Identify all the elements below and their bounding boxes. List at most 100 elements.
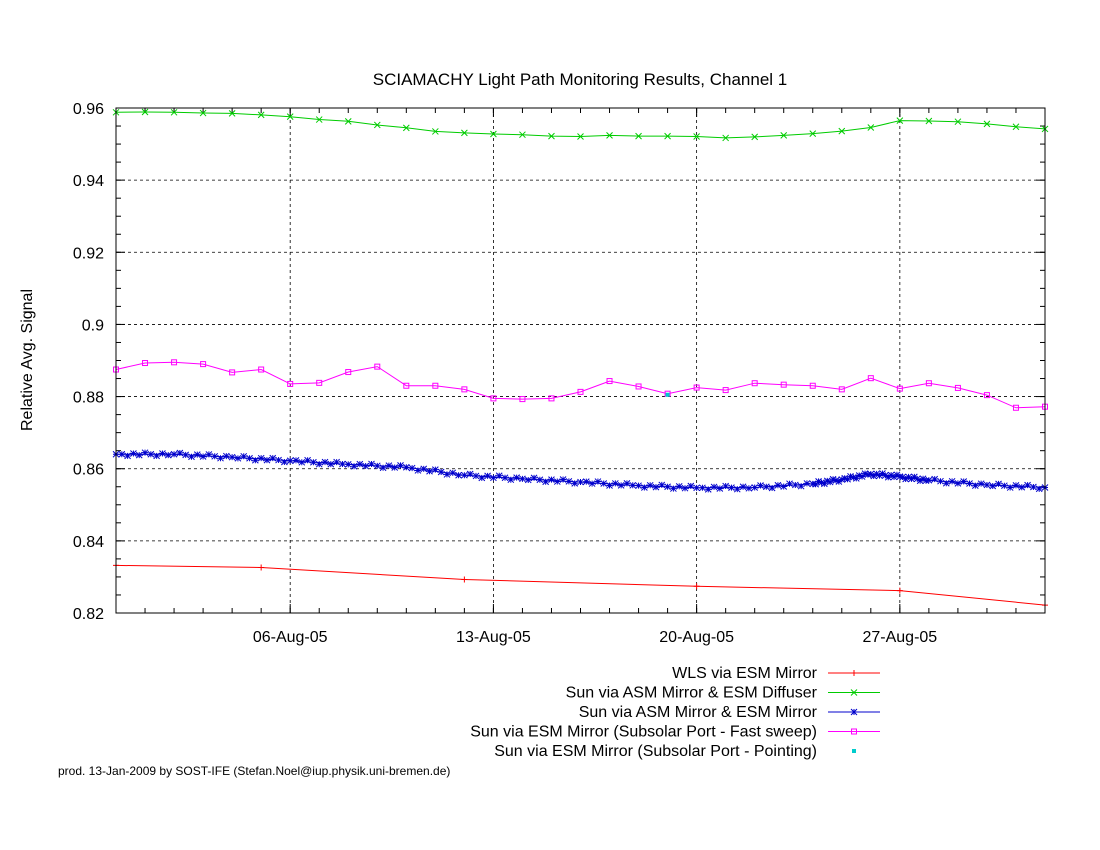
data-point xyxy=(153,452,160,460)
grid xyxy=(116,108,1045,613)
data-point xyxy=(571,479,579,487)
data-point xyxy=(870,472,878,480)
data-point xyxy=(269,454,277,462)
y-tick-label: 0.92 xyxy=(73,245,104,262)
series-line xyxy=(115,564,1046,606)
data-point xyxy=(577,478,584,486)
data-point xyxy=(530,474,538,482)
data-point xyxy=(142,360,149,367)
data-point xyxy=(495,472,503,480)
data-point xyxy=(687,482,695,490)
data-point xyxy=(722,387,729,394)
data-point xyxy=(548,132,555,140)
data-point xyxy=(617,482,625,489)
data-point xyxy=(791,481,799,489)
data-point xyxy=(251,456,259,464)
data-point xyxy=(606,132,613,139)
x-tick-label: 27-Aug-05 xyxy=(862,629,937,646)
data-point xyxy=(739,483,747,491)
data-point xyxy=(757,482,764,489)
data-point xyxy=(652,483,660,491)
legend-label: Sun via ASM Mirror & ESM Diffuser xyxy=(566,685,818,702)
data-point xyxy=(670,485,677,492)
data-point xyxy=(861,470,869,477)
data-point xyxy=(899,473,907,481)
data-point xyxy=(780,132,788,139)
data-point xyxy=(321,458,329,466)
data-point xyxy=(461,129,468,137)
data-point xyxy=(751,380,758,387)
data-point xyxy=(594,478,602,485)
data-point xyxy=(577,388,584,395)
data-point xyxy=(286,113,294,121)
data-point xyxy=(884,473,892,481)
data-point xyxy=(954,480,962,487)
data-point xyxy=(257,454,265,462)
series-5 xyxy=(665,392,670,397)
data-point xyxy=(728,484,735,491)
data-point xyxy=(635,383,642,390)
data-point xyxy=(519,396,526,403)
data-point xyxy=(623,479,631,487)
data-point xyxy=(124,452,131,460)
data-point xyxy=(362,462,370,470)
data-point xyxy=(490,395,497,402)
data-point xyxy=(548,395,555,402)
data-point xyxy=(896,117,904,124)
data-point xyxy=(896,587,903,594)
data-point xyxy=(199,109,207,117)
data-point xyxy=(1012,482,1020,489)
data-point xyxy=(472,472,480,480)
data-point xyxy=(414,467,422,474)
data-point xyxy=(902,475,910,483)
data-point xyxy=(664,132,671,140)
data-point xyxy=(1024,481,1031,489)
data-point xyxy=(835,478,843,485)
data-point xyxy=(368,460,375,468)
data-point xyxy=(258,564,265,571)
data-point xyxy=(629,481,637,489)
data-point xyxy=(937,477,944,485)
data-point xyxy=(971,482,979,489)
data-point xyxy=(646,481,654,489)
series-line xyxy=(115,361,1046,409)
data-point xyxy=(420,465,428,473)
legend-label: Sun via ESM Mirror (Subsolar Port - Fast… xyxy=(470,724,817,741)
data-point xyxy=(217,454,224,462)
data-point xyxy=(519,131,526,139)
data-point xyxy=(699,484,706,492)
data-point xyxy=(130,450,137,457)
data-point xyxy=(867,124,875,131)
data-point xyxy=(751,133,759,141)
data-point xyxy=(722,482,730,490)
data-point xyxy=(449,469,457,477)
data-point xyxy=(141,108,149,116)
data-point xyxy=(135,451,143,459)
data-point xyxy=(867,375,874,382)
data-point xyxy=(559,476,567,483)
data-point xyxy=(954,384,961,391)
axis-ticks: 0.82 0.84 0.86 0.88 0.9 0.92 0.94 0.96 06-Aug-05… xyxy=(73,101,1046,646)
legend: WLS via ESM Mirror Sun via ASM Mirror & E… xyxy=(470,665,880,760)
data-point xyxy=(641,484,648,491)
data-point xyxy=(693,133,700,140)
data-point xyxy=(838,386,845,393)
data-point xyxy=(896,385,903,392)
data-point xyxy=(966,480,973,487)
data-point xyxy=(379,464,387,472)
data-point xyxy=(345,369,352,376)
data-point xyxy=(818,479,825,486)
data-point xyxy=(524,476,532,484)
data-point xyxy=(258,366,265,373)
data-point xyxy=(1030,483,1037,491)
data-point xyxy=(490,130,497,138)
data-point xyxy=(310,458,317,466)
data-point xyxy=(164,451,172,459)
data-point xyxy=(887,471,895,479)
data-point xyxy=(704,486,712,493)
data-point xyxy=(553,478,561,485)
series-4 xyxy=(113,359,1048,411)
y-tick-label: 0.96 xyxy=(73,101,104,118)
data-point xyxy=(600,480,608,487)
data-point xyxy=(681,484,689,492)
